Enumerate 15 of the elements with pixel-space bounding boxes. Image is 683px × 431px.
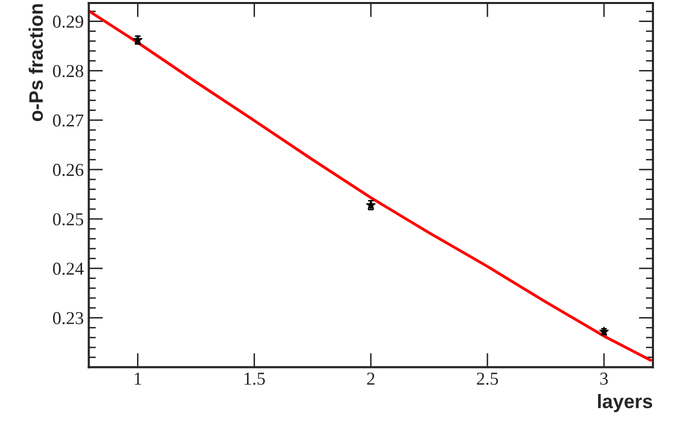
x-tick-label: 1.5 [244,372,265,385]
x-tick-label: 2.5 [476,372,498,385]
y-axis-title: o-Ps fraction [28,4,43,122]
y-tick-label: 0.24 [53,262,84,275]
x-tick-label: 3 [600,372,608,385]
x-tick-label: 1 [134,372,142,385]
y-tick-label: 0.26 [53,164,84,176]
x-tick-label: 2 [367,372,374,385]
y-tick-label: 0.23 [53,312,84,324]
y-tick-label: 0.27 [53,114,84,127]
x-axis-title: layers [598,394,652,412]
y-tick-label: 0.25 [53,213,84,226]
line-series [88,10,652,362]
y-tick-label: 0.29 [53,16,84,28]
y-tick-label: 0.28 [53,64,84,78]
